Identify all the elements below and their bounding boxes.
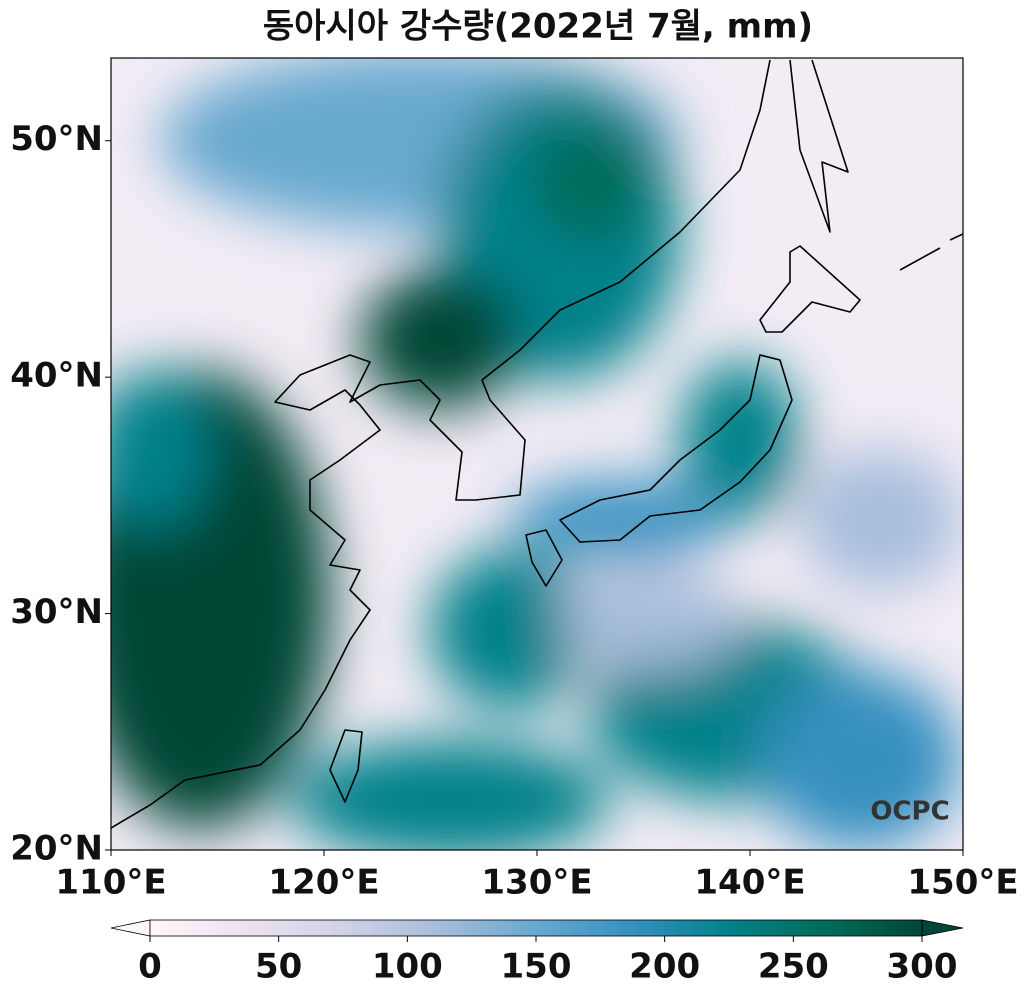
y-tick-label: 40°N [10,356,103,396]
coastline [525,529,563,587]
coastline [111,59,771,829]
coastline [329,729,363,803]
colorbar-tick-label: 250 [758,947,829,987]
y-tick-label: 20°N [10,829,103,869]
colorbar-tick-label: 50 [255,947,302,987]
x-tick-label: 110°E [55,863,166,903]
coastline [789,59,849,233]
coastline [899,233,963,271]
colorbar-tick-label: 200 [629,947,700,987]
colorbar-tick-label: 100 [372,947,443,987]
coastline [759,245,861,333]
y-tick-label: 30°N [10,592,103,632]
x-tick-label: 130°E [481,863,592,903]
colorbar-tick-label: 300 [887,947,958,987]
y-tick-label: 50°N [10,119,103,159]
colorbar: 0 50 100 150 200 250 300 [110,919,964,987]
precip-field [111,58,963,850]
title: 동아시아 강수량(2022년 7월, mm) [263,7,813,47]
colorbar-tick-label: 150 [501,947,572,987]
watermark: OCPC [870,797,949,827]
x-tick-label: 150°E [907,863,1018,903]
colorbar-tick-label: 0 [138,947,162,987]
colorbar-bar [149,919,923,937]
colorbar-extend [110,919,151,937]
x-tick-label: 140°E [694,863,805,903]
colorbar-extend [921,919,964,937]
coastline [559,354,793,543]
x-tick-label: 120°E [268,863,379,903]
